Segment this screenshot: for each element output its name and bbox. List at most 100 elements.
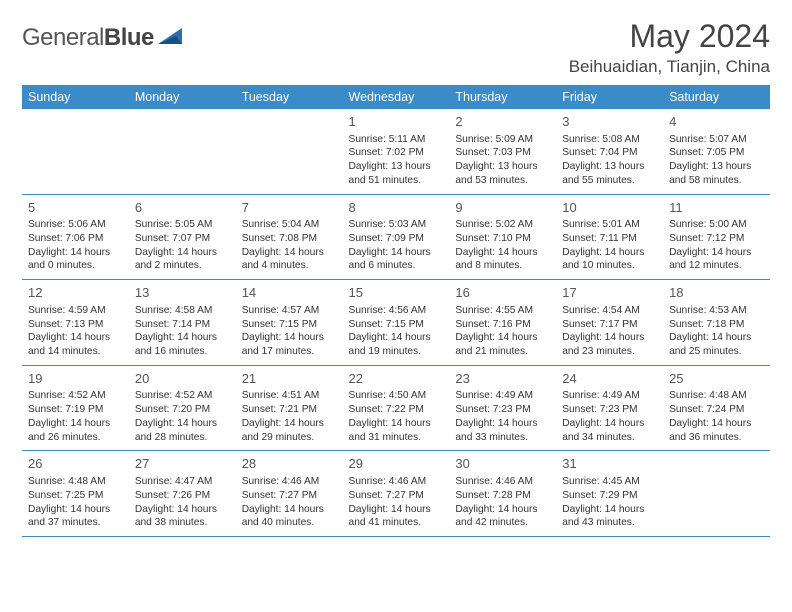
location-text: Beihuaidian, Tianjin, China <box>569 57 770 77</box>
title-block: May 2024 Beihuaidian, Tianjin, China <box>569 18 770 77</box>
day-number: 10 <box>562 199 657 217</box>
sunrise-text: Sunrise: 4:45 AM <box>562 475 657 489</box>
day-number: 1 <box>349 113 444 131</box>
sunset-text: Sunset: 7:22 PM <box>349 403 444 417</box>
calendar-day-cell: 19Sunrise: 4:52 AMSunset: 7:19 PMDayligh… <box>22 365 129 451</box>
sunset-text: Sunset: 7:23 PM <box>562 403 657 417</box>
calendar-week-row: 26Sunrise: 4:48 AMSunset: 7:25 PMDayligh… <box>22 451 770 537</box>
daylight-text: Daylight: 14 hours and 6 minutes. <box>349 246 444 274</box>
daylight-text: Daylight: 14 hours and 26 minutes. <box>28 417 123 445</box>
sunrise-text: Sunrise: 4:53 AM <box>669 304 764 318</box>
weekday-header: Wednesday <box>343 85 450 109</box>
daylight-text: Daylight: 14 hours and 42 minutes. <box>455 503 550 531</box>
sunset-text: Sunset: 7:27 PM <box>349 489 444 503</box>
daylight-text: Daylight: 14 hours and 38 minutes. <box>135 503 230 531</box>
daylight-text: Daylight: 13 hours and 53 minutes. <box>455 160 550 188</box>
calendar-day-cell: 27Sunrise: 4:47 AMSunset: 7:26 PMDayligh… <box>129 451 236 537</box>
sunrise-text: Sunrise: 5:05 AM <box>135 218 230 232</box>
logo-triangle-icon <box>158 26 184 51</box>
sunset-text: Sunset: 7:03 PM <box>455 146 550 160</box>
sunset-text: Sunset: 7:06 PM <box>28 232 123 246</box>
sunrise-text: Sunrise: 4:58 AM <box>135 304 230 318</box>
sunset-text: Sunset: 7:13 PM <box>28 318 123 332</box>
daylight-text: Daylight: 14 hours and 36 minutes. <box>669 417 764 445</box>
sunrise-text: Sunrise: 4:46 AM <box>349 475 444 489</box>
daylight-text: Daylight: 13 hours and 58 minutes. <box>669 160 764 188</box>
day-number: 19 <box>28 370 123 388</box>
sunset-text: Sunset: 7:08 PM <box>242 232 337 246</box>
sunrise-text: Sunrise: 4:48 AM <box>669 389 764 403</box>
daylight-text: Daylight: 14 hours and 34 minutes. <box>562 417 657 445</box>
weekday-header: Monday <box>129 85 236 109</box>
day-number: 24 <box>562 370 657 388</box>
sunrise-text: Sunrise: 5:07 AM <box>669 133 764 147</box>
daylight-text: Daylight: 14 hours and 16 minutes. <box>135 331 230 359</box>
day-number: 11 <box>669 199 764 217</box>
calendar-week-row: 1Sunrise: 5:11 AMSunset: 7:02 PMDaylight… <box>22 109 770 194</box>
sunset-text: Sunset: 7:10 PM <box>455 232 550 246</box>
calendar-table: SundayMondayTuesdayWednesdayThursdayFrid… <box>22 85 770 537</box>
sunset-text: Sunset: 7:25 PM <box>28 489 123 503</box>
day-number: 22 <box>349 370 444 388</box>
sunrise-text: Sunrise: 5:01 AM <box>562 218 657 232</box>
weekday-header: Sunday <box>22 85 129 109</box>
sunset-text: Sunset: 7:21 PM <box>242 403 337 417</box>
day-number: 2 <box>455 113 550 131</box>
logo-part1: General <box>22 24 104 51</box>
day-number: 30 <box>455 455 550 473</box>
header: GeneralBlue May 2024 Beihuaidian, Tianji… <box>22 18 770 77</box>
day-number: 21 <box>242 370 337 388</box>
sunrise-text: Sunrise: 4:49 AM <box>562 389 657 403</box>
daylight-text: Daylight: 14 hours and 25 minutes. <box>669 331 764 359</box>
daylight-text: Daylight: 14 hours and 21 minutes. <box>455 331 550 359</box>
sunrise-text: Sunrise: 4:57 AM <box>242 304 337 318</box>
sunrise-text: Sunrise: 4:47 AM <box>135 475 230 489</box>
calendar-day-cell: 30 Sunrise: 4:46 AMSunset: 7:28 PMDayligh… <box>449 451 556 537</box>
sunset-text: Sunset: 7:29 PM <box>562 489 657 503</box>
sunset-text: Sunset: 7:28 PM <box>455 489 550 503</box>
calendar-day-cell: 22Sunrise: 4:50 AMSunset: 7:22 PMDayligh… <box>343 365 450 451</box>
calendar-week-row: 12Sunrise: 4:59 AMSunset: 7:13 PMDayligh… <box>22 280 770 366</box>
daylight-text: Daylight: 14 hours and 14 minutes. <box>28 331 123 359</box>
daylight-text: Daylight: 14 hours and 43 minutes. <box>562 503 657 531</box>
daylight-text: Daylight: 14 hours and 8 minutes. <box>455 246 550 274</box>
sunrise-text: Sunrise: 4:55 AM <box>455 304 550 318</box>
sunset-text: Sunset: 7:26 PM <box>135 489 230 503</box>
sunset-text: Sunset: 7:27 PM <box>242 489 337 503</box>
calendar-day-cell: 12Sunrise: 4:59 AMSunset: 7:13 PMDayligh… <box>22 280 129 366</box>
sunrise-text: Sunrise: 4:56 AM <box>349 304 444 318</box>
sunset-text: Sunset: 7:11 PM <box>562 232 657 246</box>
sunrise-text: Sunrise: 4:50 AM <box>349 389 444 403</box>
calendar-day-cell: 23Sunrise: 4:49 AMSunset: 7:23 PMDayligh… <box>449 365 556 451</box>
calendar-day-cell: 17Sunrise: 4:54 AMSunset: 7:17 PMDayligh… <box>556 280 663 366</box>
daylight-text: Daylight: 14 hours and 4 minutes. <box>242 246 337 274</box>
day-number: 31 <box>562 455 657 473</box>
sunrise-text: Sunrise: 5:02 AM <box>455 218 550 232</box>
calendar-day-cell: 1Sunrise: 5:11 AMSunset: 7:02 PMDaylight… <box>343 109 450 194</box>
daylight-text: Daylight: 14 hours and 28 minutes. <box>135 417 230 445</box>
sunset-text: Sunset: 7:15 PM <box>349 318 444 332</box>
sunrise-text: Sunrise: 4:48 AM <box>28 475 123 489</box>
sunset-text: Sunset: 7:16 PM <box>455 318 550 332</box>
calendar-day-cell <box>22 109 129 194</box>
weekday-header: Tuesday <box>236 85 343 109</box>
daylight-text: Daylight: 14 hours and 41 minutes. <box>349 503 444 531</box>
day-number: 12 <box>28 284 123 302</box>
calendar-day-cell: 15 Sunrise: 4:56 AMSunset: 7:15 PMDayligh… <box>343 280 450 366</box>
calendar-day-cell: 29Sunrise: 4:46 AMSunset: 7:27 PMDayligh… <box>343 451 450 537</box>
calendar-day-cell: 8Sunrise: 5:03 AMSunset: 7:09 PMDaylight… <box>343 194 450 280</box>
calendar-day-cell: 4Sunrise: 5:07 AMSunset: 7:05 PMDaylight… <box>663 109 770 194</box>
day-number: 15 <box>349 284 444 302</box>
sunrise-text: Sunrise: 4:46 AM <box>455 475 550 489</box>
daylight-text: Daylight: 14 hours and 10 minutes. <box>562 246 657 274</box>
sunset-text: Sunset: 7:20 PM <box>135 403 230 417</box>
sunset-text: Sunset: 7:19 PM <box>28 403 123 417</box>
daylight-text: Daylight: 13 hours and 51 minutes. <box>349 160 444 188</box>
calendar-week-row: 19Sunrise: 4:52 AMSunset: 7:19 PMDayligh… <box>22 365 770 451</box>
daylight-text: Daylight: 14 hours and 19 minutes. <box>349 331 444 359</box>
daylight-text: Daylight: 13 hours and 55 minutes. <box>562 160 657 188</box>
calendar-day-cell: 24Sunrise: 4:49 AMSunset: 7:23 PMDayligh… <box>556 365 663 451</box>
daylight-text: Daylight: 14 hours and 29 minutes. <box>242 417 337 445</box>
day-number: 17 <box>562 284 657 302</box>
weekday-header: Thursday <box>449 85 556 109</box>
